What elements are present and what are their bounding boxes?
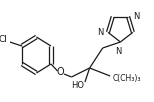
Text: N: N [97, 28, 103, 37]
Text: O: O [57, 67, 64, 77]
Text: N: N [133, 12, 139, 21]
Text: C(CH₃)₃: C(CH₃)₃ [113, 74, 141, 83]
Text: Cl: Cl [0, 35, 8, 44]
Text: HO: HO [71, 81, 84, 90]
Text: N: N [115, 47, 122, 56]
